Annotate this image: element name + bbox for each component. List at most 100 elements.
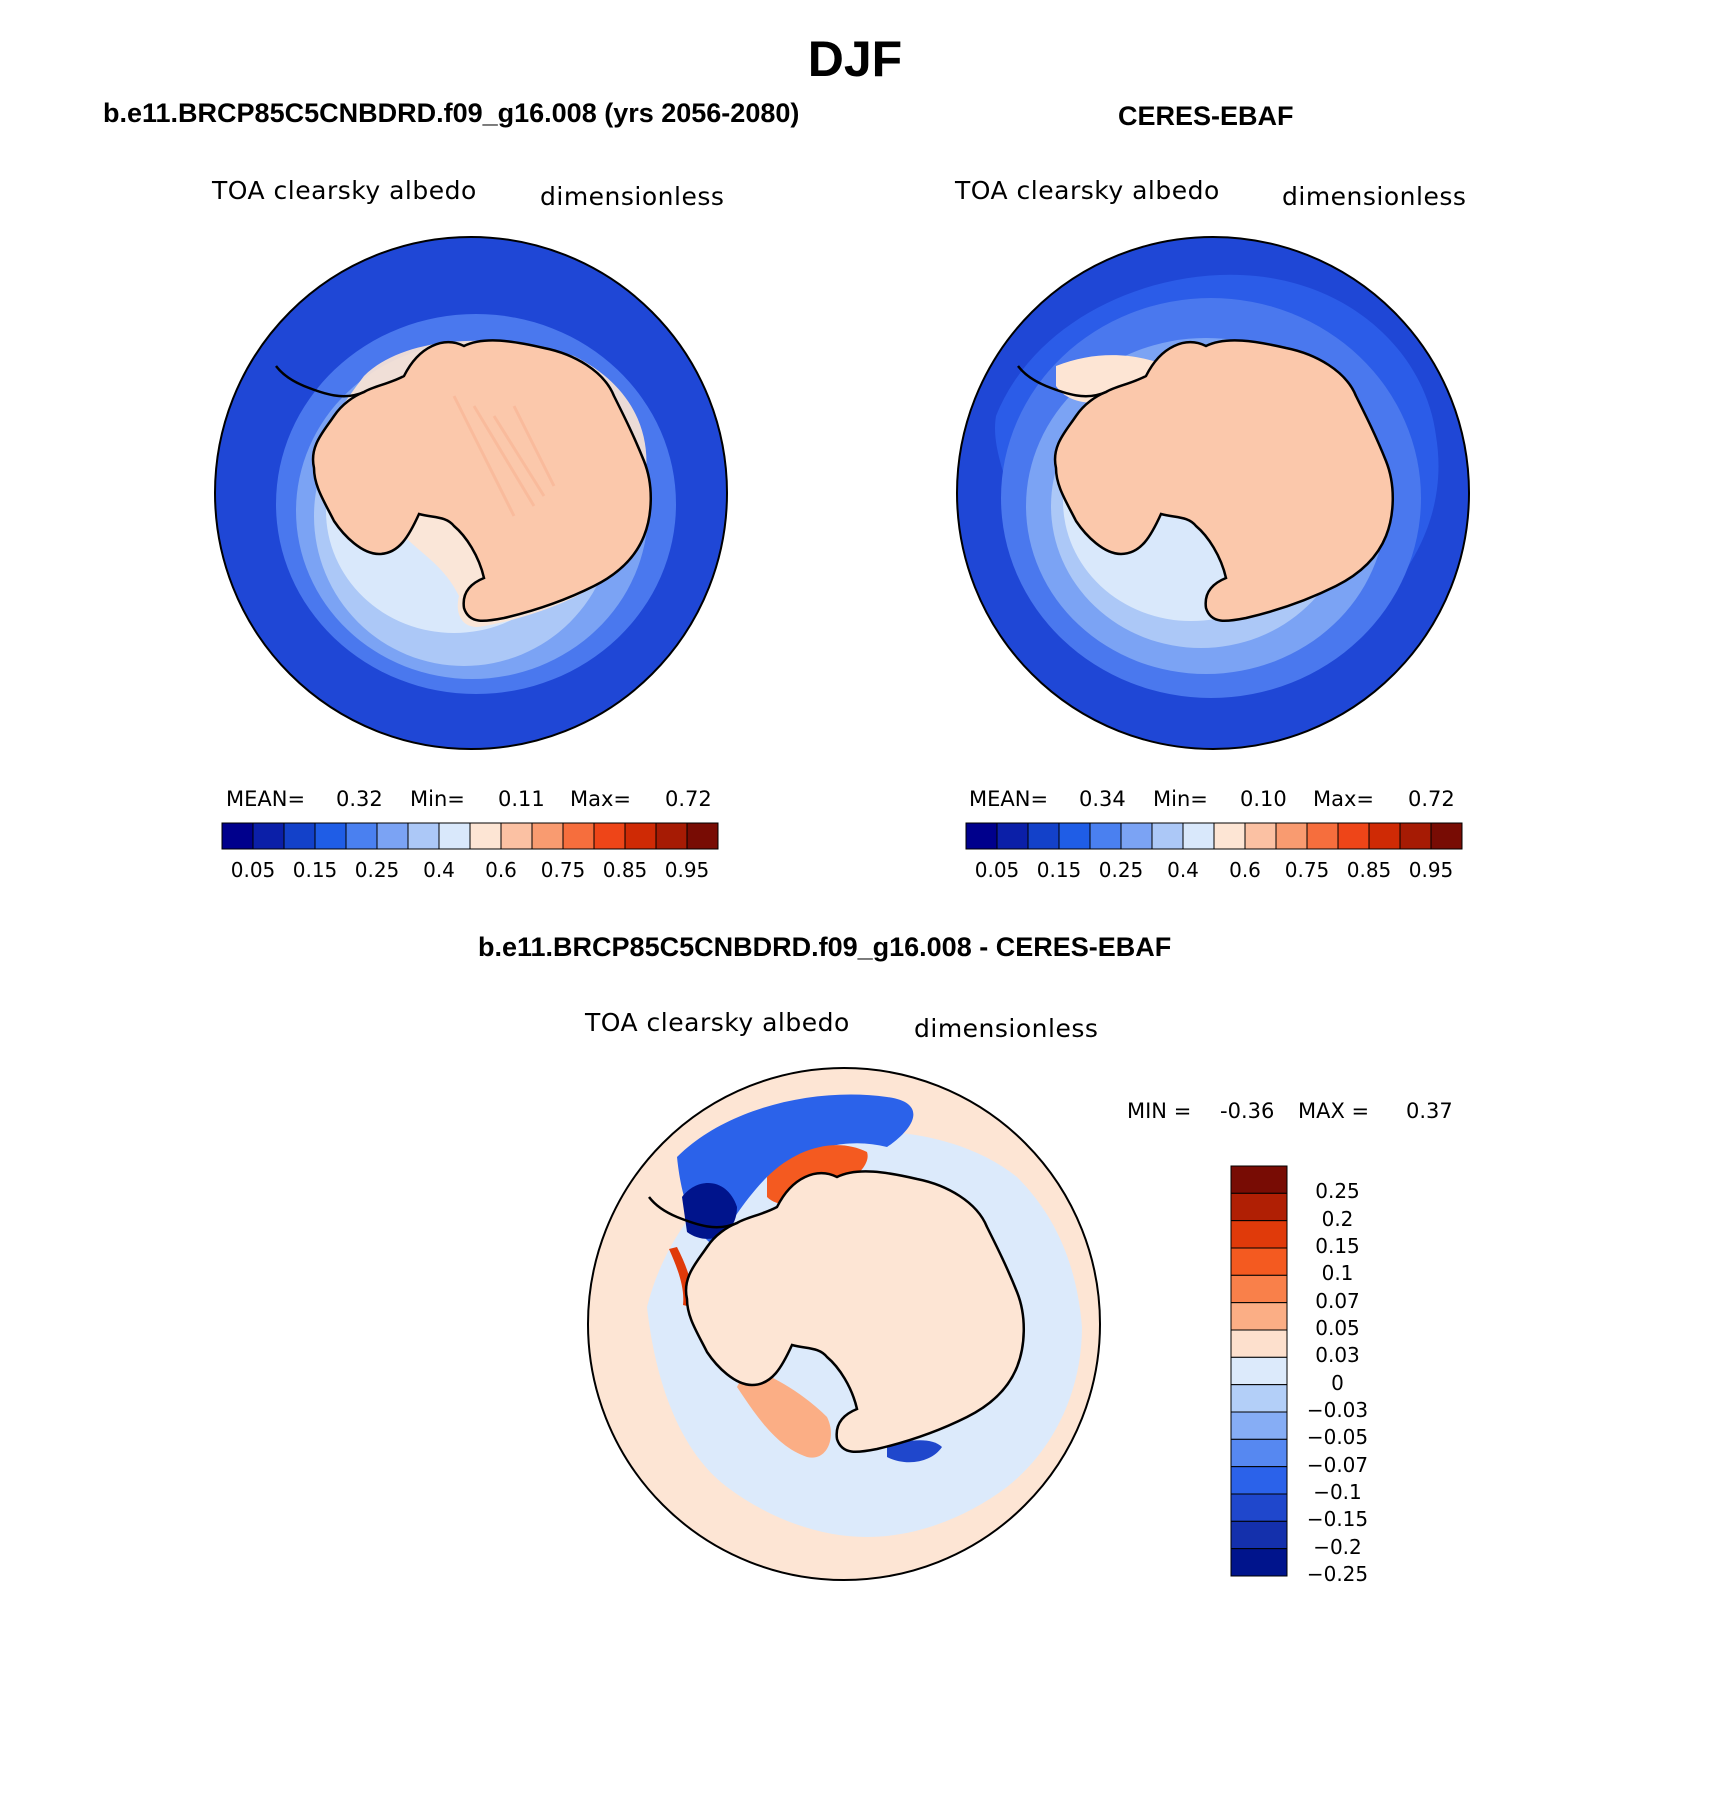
panel1-colorbar-box — [345, 822, 378, 850]
panel1-colorbar-tick-label: 0.25 — [354, 858, 400, 882]
panel3-colorbar-tick-label: 0.25 — [1315, 1179, 1360, 1204]
panel1-colorbar — [221, 822, 719, 850]
panel1-colorbar-tick-label: 0.75 — [540, 858, 586, 882]
panel2-colorbar-tick-label: 0.25 — [1098, 858, 1144, 882]
panel1-units: dimensionless — [540, 182, 725, 211]
panel2-colorbar-tick-label: 0.75 — [1284, 858, 1330, 882]
panel1-colorbar-box — [252, 822, 285, 850]
panel2-colorbar-tick-label: 0.05 — [974, 858, 1020, 882]
antarctica-coast-2 — [1053, 339, 1394, 623]
panel2-colorbar-box — [1089, 822, 1122, 850]
panel2-max-label: Max= — [1313, 787, 1375, 811]
panel3-colorbar-box — [1230, 1302, 1288, 1331]
panel3-colorbar — [1230, 1165, 1288, 1577]
panel1-colorbar-tick-label: 0.6 — [485, 858, 517, 882]
panel2-colorbar-box — [996, 822, 1029, 850]
panel3-variable: TOA clearsky albedo — [585, 1008, 850, 1037]
panel1-colorbar-tick-label: 0.15 — [292, 858, 338, 882]
panel2-colorbar-box — [1182, 822, 1215, 850]
panel1-colorbar-tick-label: 0.4 — [423, 858, 455, 882]
panel3-colorbar-box — [1230, 1165, 1288, 1194]
panel3-colorbar-tick-label: −0.15 — [1306, 1507, 1369, 1532]
panel3-colorbar-tick-label: 0.07 — [1315, 1288, 1360, 1313]
panel1-min-label: Min= — [410, 787, 465, 811]
panel1-colorbar-box — [469, 822, 502, 850]
panel1-colorbar-ticks: 0.05 0.15 0.25 0.4 0.6 0.75 0.85 0.95 — [221, 858, 719, 884]
panel2-colorbar — [965, 822, 1463, 850]
panel3-colorbar-ticks: 0.25 0.2 0.15 0.1 0.07 0.05 0.03 0 −0.03 −0.05 −0.… — [1290, 1165, 1400, 1586]
panel3-max: 0.37 — [1406, 1099, 1453, 1123]
panel1-colorbar-box — [407, 822, 440, 850]
panel2-colorbar-tick-label: 0.85 — [1346, 858, 1392, 882]
panel3-colorbar-tick-label: 0.1 — [1321, 1261, 1354, 1286]
panel1-variable: TOA clearsky albedo — [212, 176, 477, 205]
panel3-colorbar-box — [1230, 1274, 1288, 1304]
panel1-colorbar-box — [314, 822, 347, 850]
panel1-colorbar-box — [686, 822, 719, 850]
panel2-variable: TOA clearsky albedo — [955, 176, 1220, 205]
panel3-colorbar-tick-label: −0.2 — [1313, 1534, 1362, 1559]
panel2-colorbar-tick-label: 0.15 — [1036, 858, 1082, 882]
panel2-colorbar-box — [965, 822, 998, 850]
panel1-colorbar-box — [624, 822, 657, 850]
panel2-colorbar-box — [1058, 822, 1091, 850]
panel2-map — [956, 236, 1470, 750]
panel1-colorbar-box — [500, 822, 533, 850]
panel1-colorbar-tick-label: 0.85 — [602, 858, 648, 882]
panel2-colorbar-tick-label: 0.95 — [1408, 858, 1454, 882]
panel1-colorbar-box — [562, 822, 595, 850]
panel2-mean-label: MEAN= — [969, 787, 1049, 811]
panel3-colorbar-tick-label: −0.25 — [1306, 1562, 1369, 1586]
panel2-colorbar-box — [1306, 822, 1339, 850]
panel1-colorbar-box — [283, 822, 316, 850]
panel3-colorbar-tick-label: 0.15 — [1315, 1234, 1360, 1258]
panel3-colorbar-tick-label: 0.2 — [1321, 1206, 1354, 1231]
panel3-colorbar-tick-label: −0.07 — [1306, 1452, 1369, 1477]
panel1-colorbar-box — [221, 822, 254, 850]
panel3-colorbar-box — [1230, 1411, 1288, 1440]
panel1-title: b.e11.BRCP85C5CNBDRD.f09_g16.008 (yrs 20… — [103, 98, 800, 128]
panel3-title: b.e11.BRCP85C5CNBDRD.f09_g16.008 - CERES… — [478, 932, 1172, 962]
panel3-colorbar-box — [1230, 1356, 1288, 1386]
panel2-min-label: Min= — [1153, 787, 1208, 811]
panel3-colorbar-box — [1230, 1520, 1288, 1550]
panel2-colorbar-box — [1244, 822, 1277, 850]
panel1-colorbar-tick-label: 0.95 — [664, 858, 710, 882]
panel3-colorbar-box — [1230, 1192, 1288, 1222]
panel2-colorbar-box — [1399, 822, 1432, 850]
panel3-map — [587, 1067, 1101, 1581]
panel2-colorbar-box — [1430, 822, 1463, 850]
panel1-mean: 0.32 — [336, 787, 383, 811]
panel2-units: dimensionless — [1282, 182, 1467, 211]
panel3-colorbar-box — [1230, 1493, 1288, 1522]
panel3-units: dimensionless — [914, 1014, 1099, 1043]
panel3-colorbar-tick-label: 0.03 — [1315, 1343, 1360, 1368]
panel2-colorbar-tick-label: 0.6 — [1229, 858, 1261, 882]
panel1-map — [214, 236, 728, 750]
panel2-colorbar-box — [1368, 822, 1401, 850]
panel3-colorbar-tick-label: 0 — [1331, 1370, 1344, 1395]
panel2-colorbar-box — [1120, 822, 1153, 850]
panel1-max-label: Max= — [570, 787, 632, 811]
panel1-colorbar-box — [593, 822, 626, 850]
panel2-colorbar-ticks: 0.05 0.15 0.25 0.4 0.6 0.75 0.85 0.95 — [965, 858, 1463, 884]
panel1-colorbar-box — [531, 822, 564, 850]
panel1-colorbar-box — [376, 822, 409, 850]
panel3-colorbar-tick-label: −0.03 — [1306, 1398, 1369, 1422]
panel3-colorbar-tick-label: −0.05 — [1306, 1425, 1369, 1450]
antarctica-coast-3 — [684, 1170, 1025, 1454]
panel2-colorbar-box — [1337, 822, 1370, 850]
panel1-colorbar-box — [655, 822, 688, 850]
panel3-colorbar-box — [1230, 1466, 1288, 1495]
panel1-colorbar-box — [438, 822, 471, 850]
panel3-colorbar-box — [1230, 1384, 1288, 1413]
panel2-colorbar-box — [1151, 822, 1184, 850]
panel3-colorbar-box — [1230, 1247, 1288, 1276]
panel2-colorbar-tick-label: 0.4 — [1167, 858, 1199, 882]
panel3-colorbar-box — [1230, 1438, 1288, 1468]
panel1-max: 0.72 — [665, 787, 712, 811]
panel2-title: CERES-EBAF — [1118, 101, 1294, 131]
panel3-colorbar-tick-label: 0.05 — [1315, 1316, 1360, 1340]
panel3-colorbar-tick-label: −0.1 — [1313, 1480, 1362, 1504]
panel2-max: 0.72 — [1408, 787, 1455, 811]
